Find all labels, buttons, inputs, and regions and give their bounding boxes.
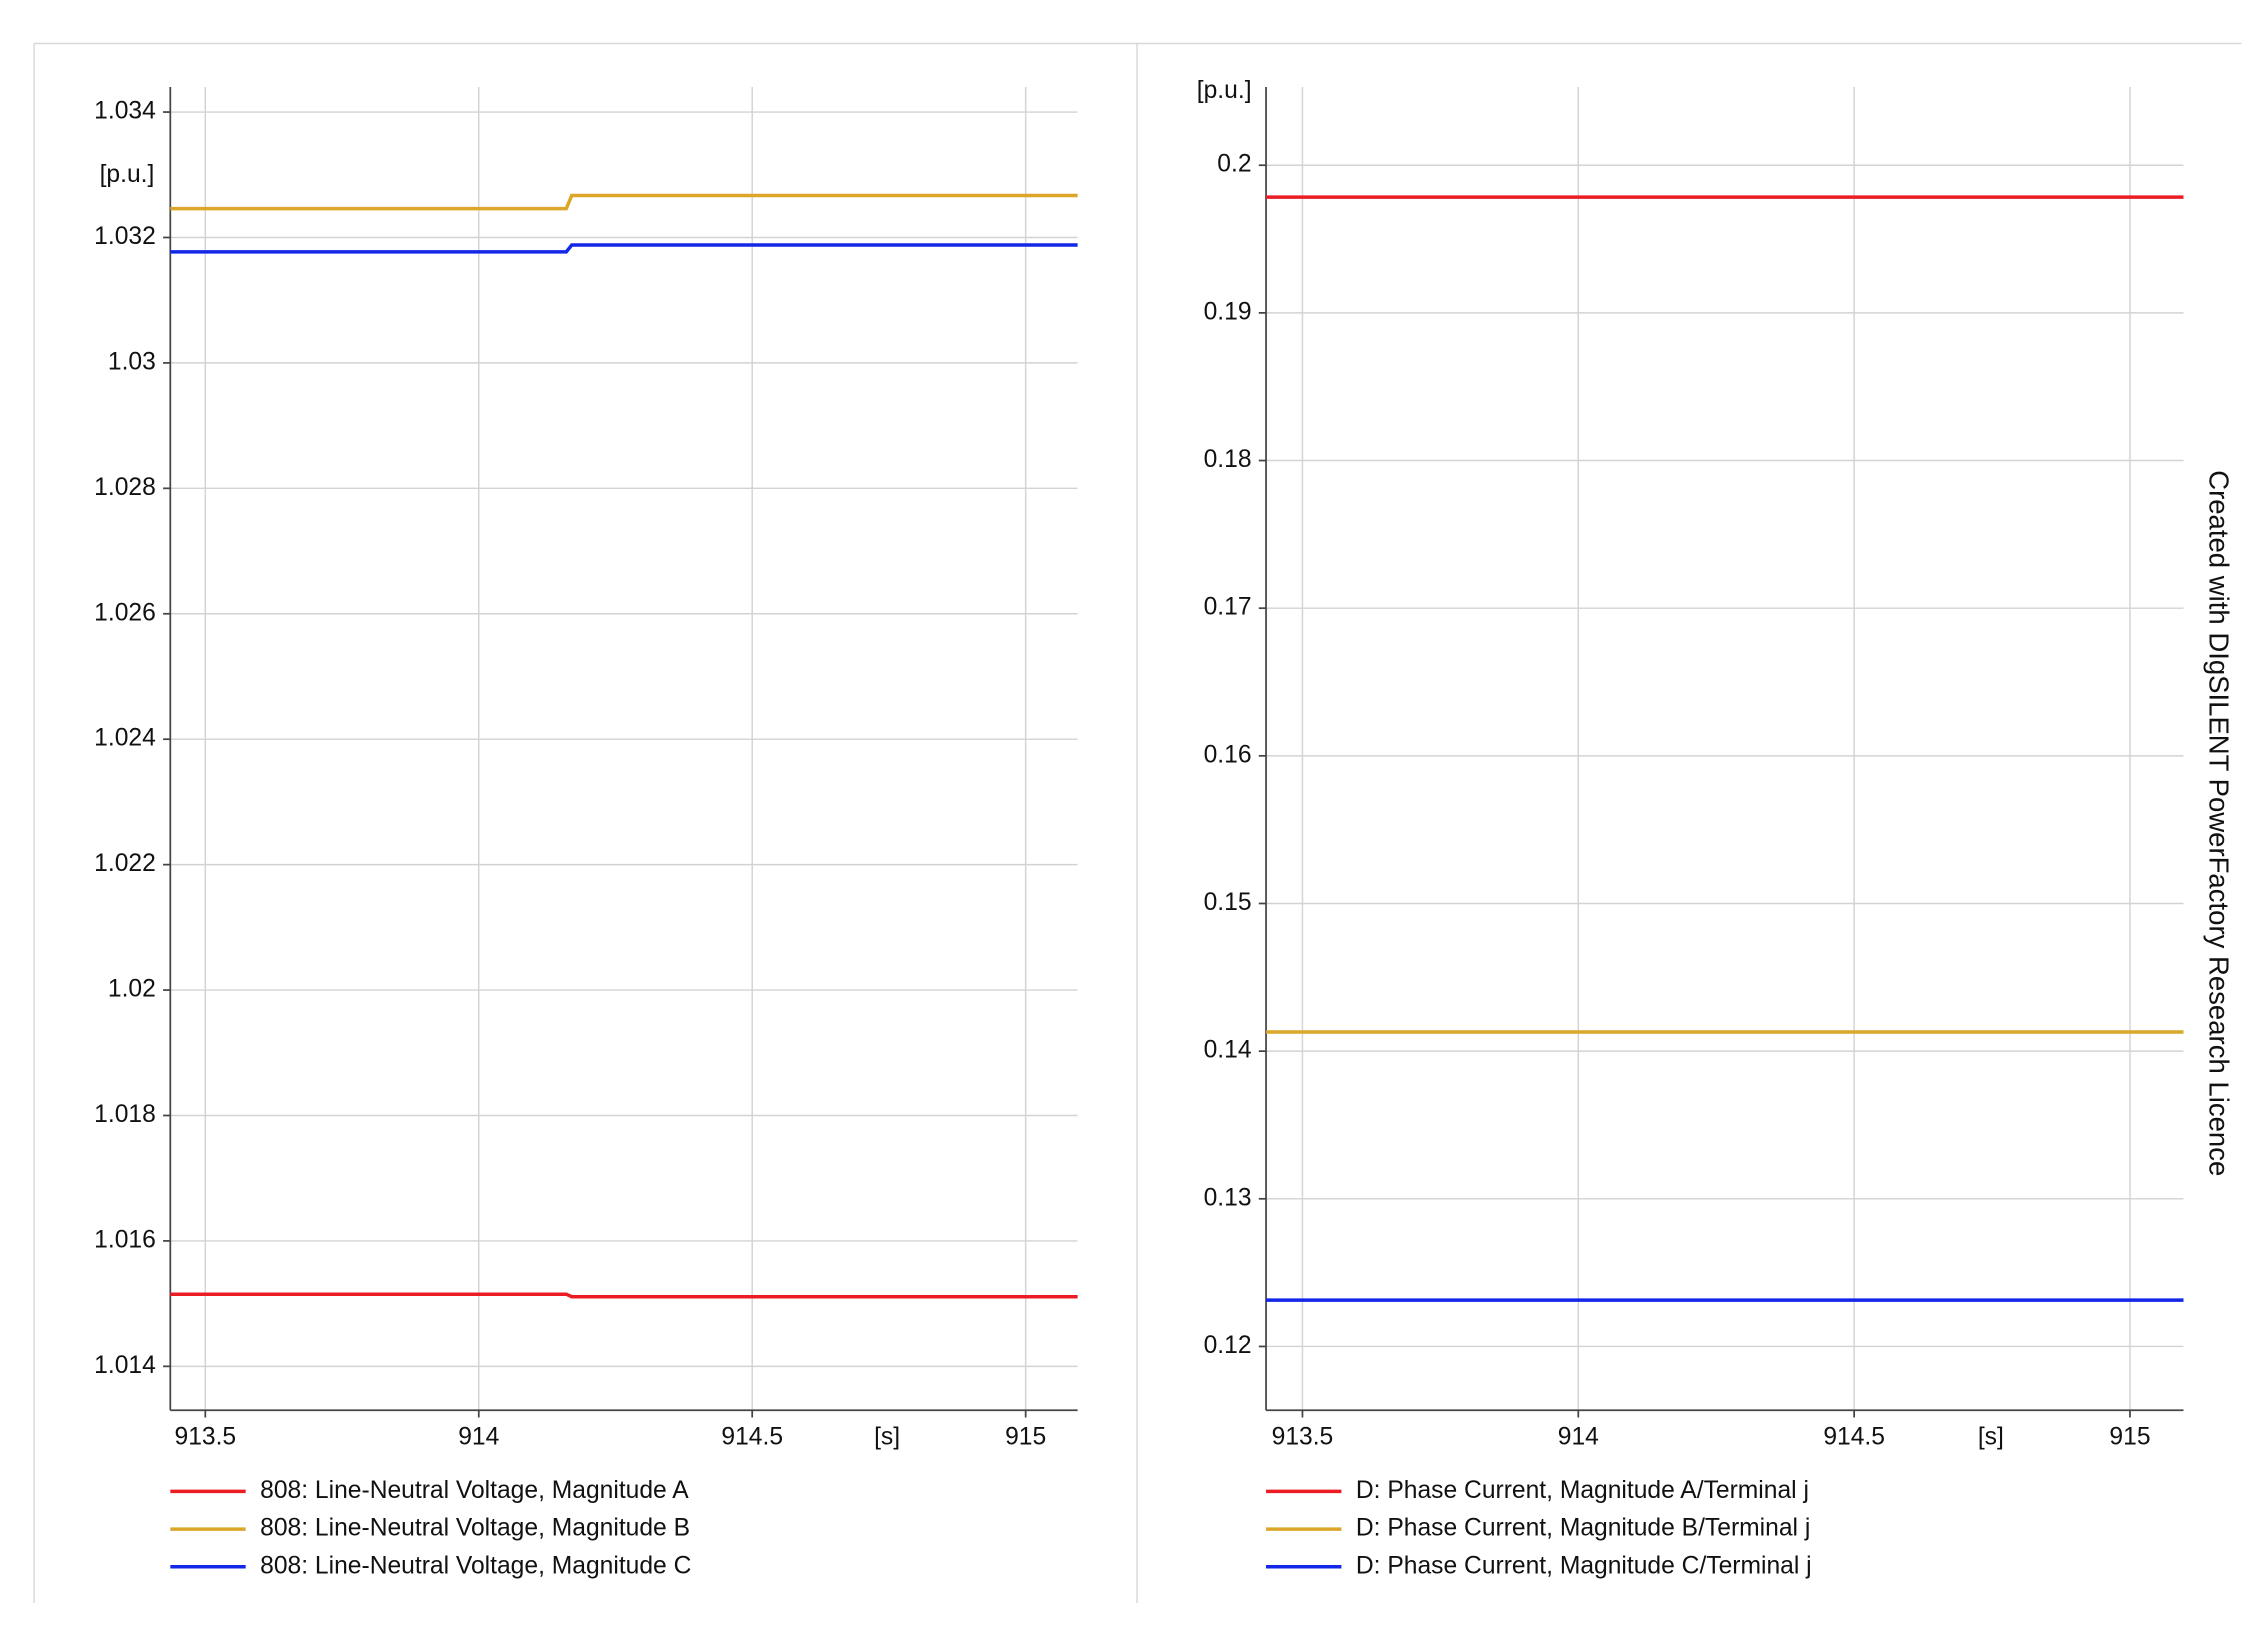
y-tick-label: 1.03 bbox=[108, 348, 156, 375]
y-tick-label: 1.034 bbox=[94, 98, 156, 125]
y-tick-label: 0.19 bbox=[1204, 298, 1252, 325]
y-tick-label: 0.15 bbox=[1204, 889, 1252, 916]
x-tick-label: 913.5 bbox=[174, 1423, 236, 1450]
y-tick-label: 1.026 bbox=[94, 599, 156, 626]
series-line bbox=[170, 193, 1078, 211]
y-tick-label: 1.022 bbox=[94, 850, 156, 877]
y-tick-label: 1.016 bbox=[94, 1226, 156, 1253]
y-tick-label: 0.12 bbox=[1204, 1332, 1252, 1359]
legend-label: D: Phase Current, Magnitude B/Terminal j bbox=[1356, 1515, 1810, 1542]
x-tick-label: 914.5 bbox=[721, 1423, 783, 1450]
x-tick-label: 914 bbox=[458, 1423, 499, 1450]
y-axis-label: [p.u.] bbox=[100, 161, 155, 188]
legend-label: 808: Line-Neutral Voltage, Magnitude A bbox=[260, 1477, 689, 1504]
y-tick-label: 0.18 bbox=[1204, 446, 1252, 473]
x-axis-label: [s] bbox=[874, 1423, 900, 1450]
x-tick-label: 915 bbox=[1005, 1423, 1046, 1450]
y-tick-label: 1.02 bbox=[108, 976, 156, 1003]
legend-label: 808: Line-Neutral Voltage, Magnitude C bbox=[260, 1552, 691, 1579]
y-tick-label: 0.13 bbox=[1204, 1184, 1252, 1211]
legend-label: D: Phase Current, Magnitude A/Terminal j bbox=[1356, 1477, 1809, 1504]
y-tick-label: 0.2 bbox=[1217, 151, 1251, 178]
y-tick-label: 1.032 bbox=[94, 223, 156, 250]
legend-label: D: Phase Current, Magnitude C/Terminal j bbox=[1356, 1552, 1812, 1579]
y-tick-label: 0.14 bbox=[1204, 1037, 1252, 1064]
y-axis-label: [p.u.] bbox=[1197, 77, 1252, 104]
y-tick-label: 1.014 bbox=[94, 1352, 156, 1379]
y-tick-label: 1.024 bbox=[94, 725, 156, 752]
series-line bbox=[170, 1292, 1078, 1299]
x-tick-label: 915 bbox=[2109, 1423, 2150, 1450]
y-tick-label: 0.16 bbox=[1204, 741, 1252, 768]
y-tick-label: 1.028 bbox=[94, 474, 156, 501]
series-line bbox=[170, 243, 1078, 254]
legend-label: 808: Line-Neutral Voltage, Magnitude B bbox=[260, 1515, 690, 1542]
x-tick-label: 914 bbox=[1558, 1423, 1599, 1450]
y-tick-label: 0.17 bbox=[1204, 594, 1252, 621]
x-axis-label: [s] bbox=[1978, 1423, 2004, 1450]
watermark: Created with DIgSILENT PowerFactory Rese… bbox=[2204, 470, 2235, 1176]
x-tick-label: 914.5 bbox=[1823, 1423, 1885, 1450]
x-tick-label: 913.5 bbox=[1272, 1423, 1334, 1450]
y-tick-label: 1.018 bbox=[94, 1101, 156, 1128]
